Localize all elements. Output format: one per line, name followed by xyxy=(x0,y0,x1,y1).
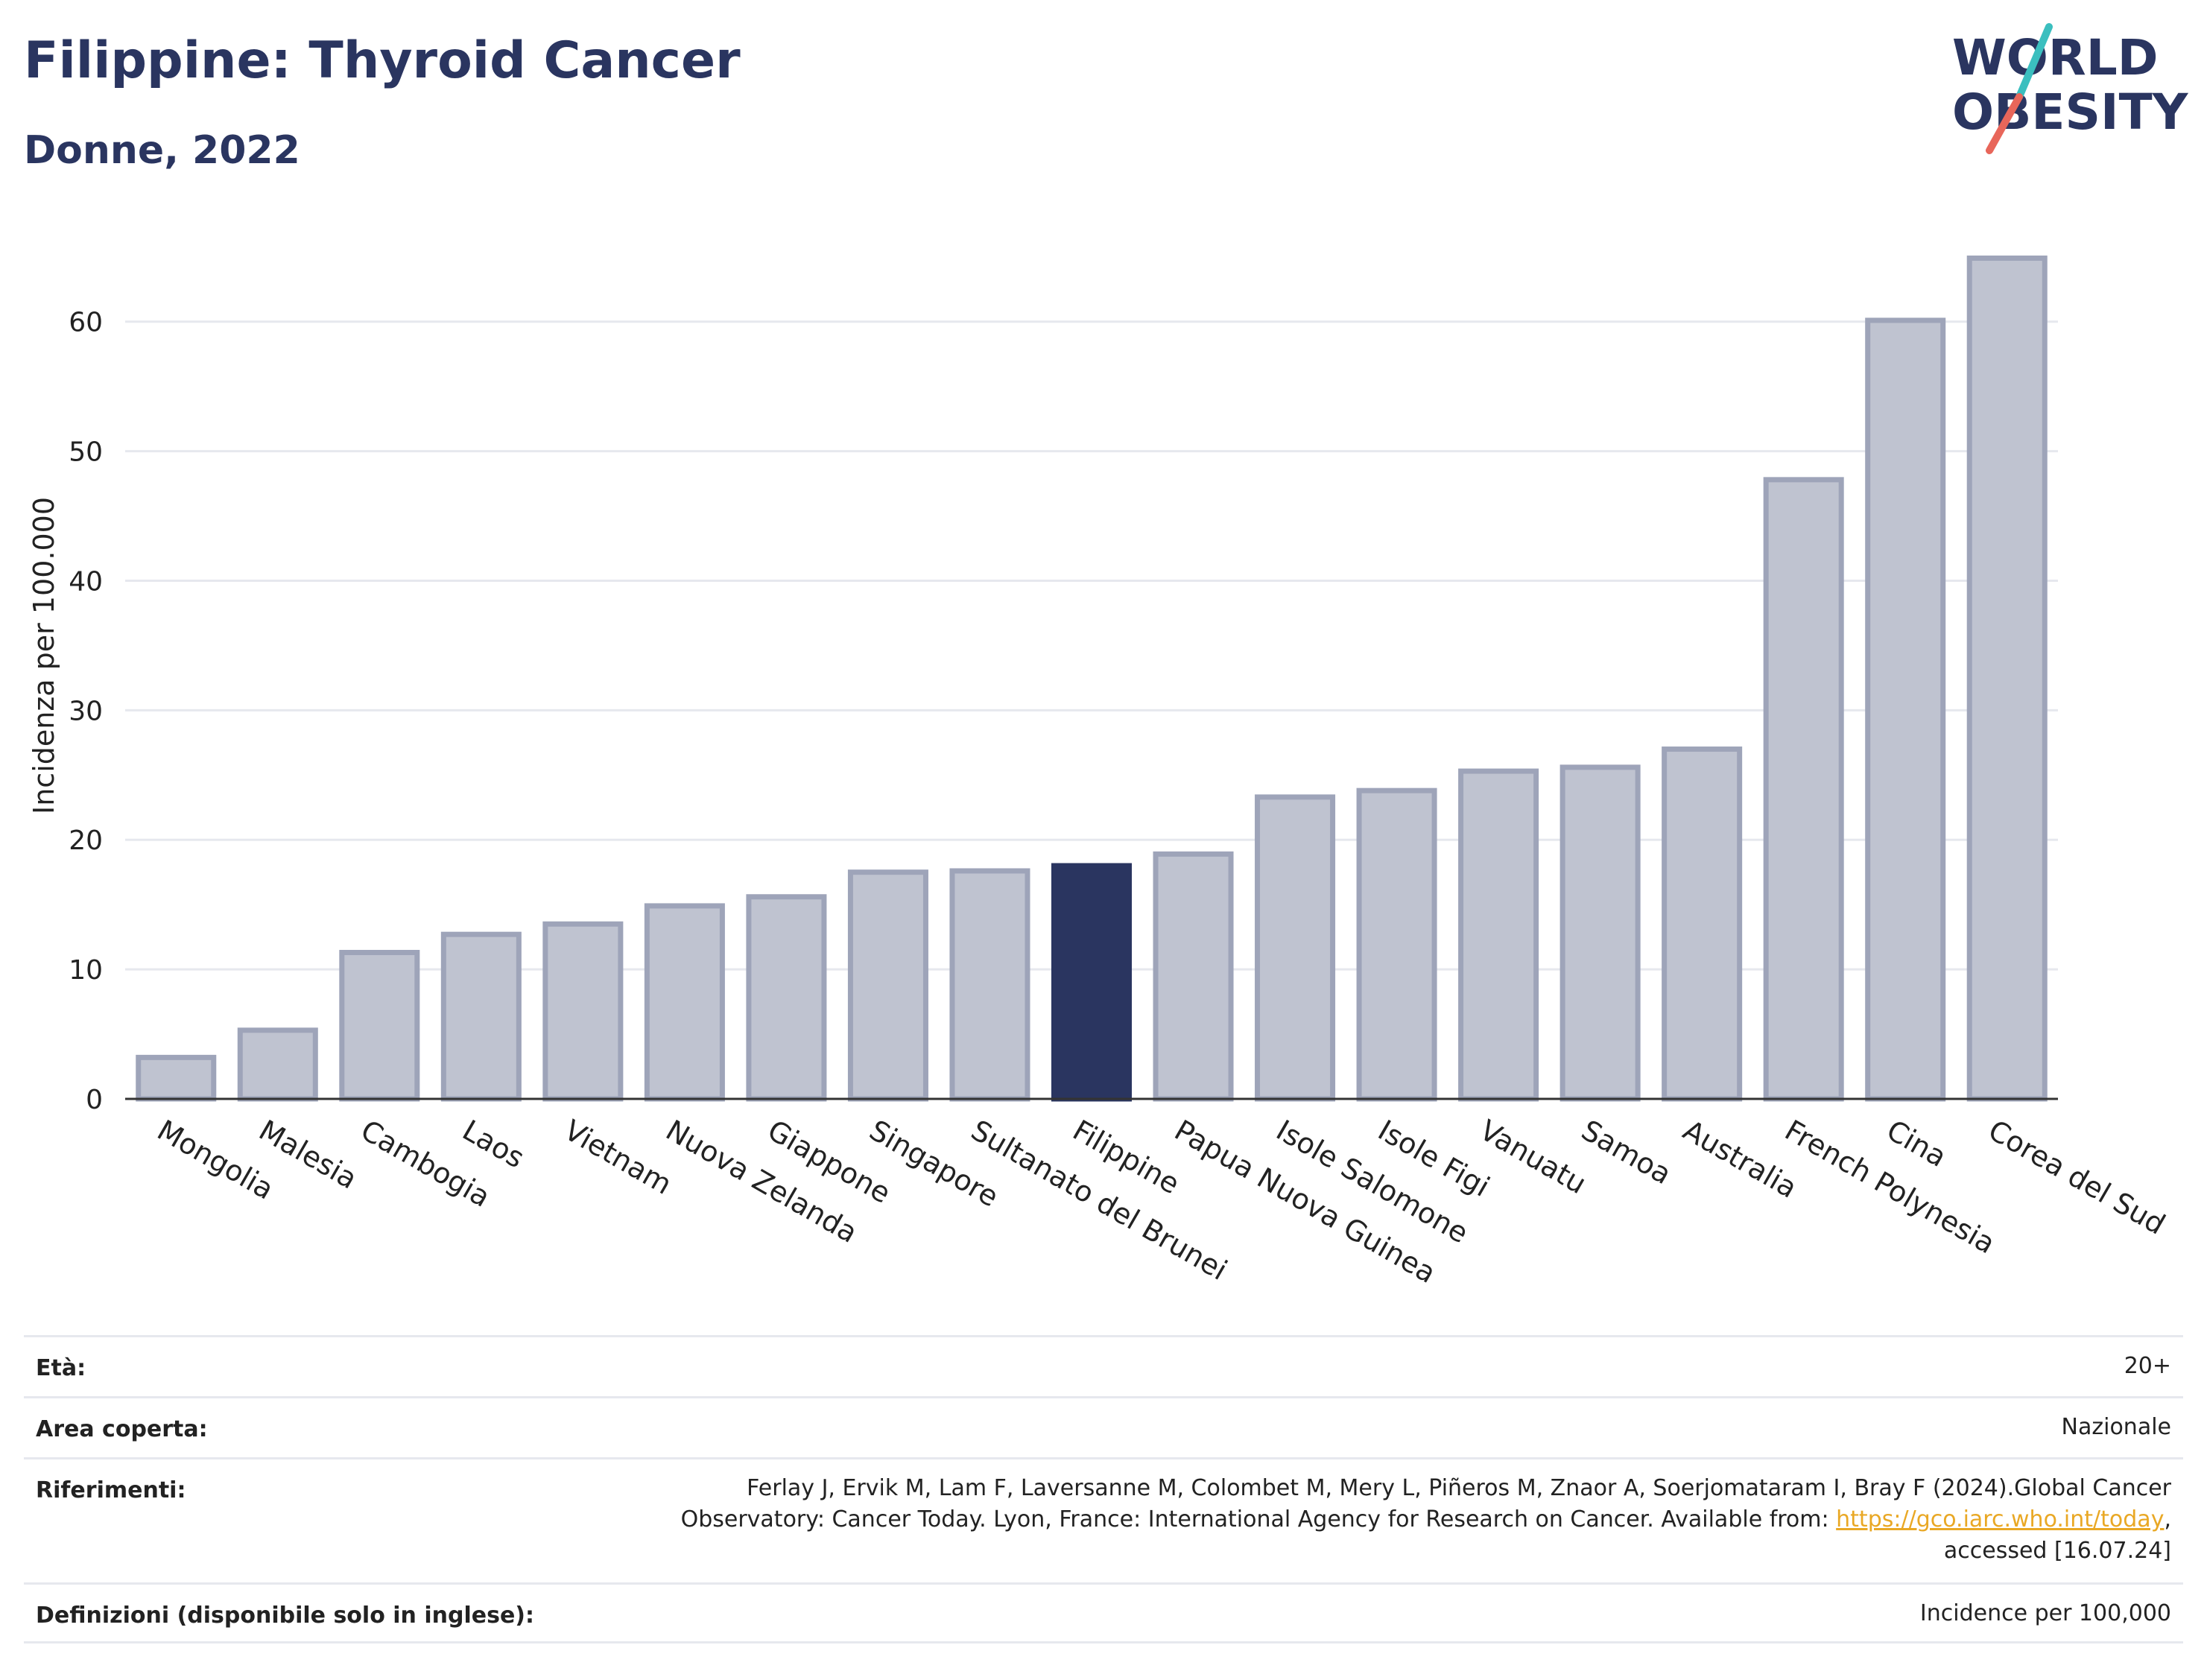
meta-age-label: Età: xyxy=(36,1355,86,1381)
bar xyxy=(1865,317,1946,1102)
bar-chart: 0102030405060MongoliaMalesiaCambogiaLaos… xyxy=(28,256,2170,1290)
bar xyxy=(1255,794,1336,1102)
meta-row-age: Età: 20+ xyxy=(24,1335,2183,1396)
logo-slash-red xyxy=(1986,93,2023,154)
bar xyxy=(949,868,1030,1102)
bar xyxy=(339,950,420,1102)
meta-ref-line2-pre: Observatory: Cancer Today. Lyon, France:… xyxy=(680,1506,1837,1532)
meta-def-value: Incidence per 100,000 xyxy=(1919,1600,2171,1626)
bar xyxy=(1356,787,1437,1102)
logo-word-world: WORLD xyxy=(1952,29,2159,86)
y-tick-label: 20 xyxy=(69,825,103,856)
bar xyxy=(847,869,928,1102)
meta-row-definitions: Definizioni (disponibile solo in inglese… xyxy=(24,1582,2183,1643)
bars xyxy=(136,256,2048,1102)
logo-word-obesity: OBESITY xyxy=(1952,83,2189,141)
page-title: Filippine: Thyroid Cancer xyxy=(24,31,741,90)
reference-link[interactable]: https://gco.iarc.who.int/today xyxy=(1836,1506,2165,1532)
meta-area-label: Area coperta: xyxy=(36,1416,208,1442)
meta-row-references: Riferimenti: Ferlay J, Ervik M, Lam F, L… xyxy=(24,1457,2183,1582)
bar xyxy=(1662,747,1743,1102)
x-tick-label: Australia xyxy=(1678,1114,1803,1205)
bar-highlight xyxy=(1051,863,1133,1102)
bar xyxy=(644,903,725,1102)
x-tick-label: Cina xyxy=(1881,1114,1952,1173)
meta-ref-line3: accessed [16.07.24] xyxy=(1943,1538,2171,1564)
meta-ref-line2-post: , xyxy=(2164,1506,2171,1532)
y-tick-label: 60 xyxy=(69,308,103,338)
axes: 0102030405060MongoliaMalesiaCambogiaLaos… xyxy=(69,308,2170,1290)
meta-ref-value: Ferlay J, Ervik M, Lam F, Laversanne M, … xyxy=(681,1473,2171,1567)
x-tick-label: Samoa xyxy=(1576,1114,1676,1191)
bar xyxy=(440,931,522,1102)
y-tick-label: 10 xyxy=(69,955,103,986)
bar xyxy=(1458,768,1539,1102)
meta-area-value: Nazionale xyxy=(2061,1414,2171,1440)
bar xyxy=(746,894,827,1102)
meta-ref-label: Riferimenti: xyxy=(36,1477,186,1503)
bar xyxy=(542,921,624,1102)
bar xyxy=(237,1027,318,1102)
y-tick-label: 50 xyxy=(69,437,103,468)
x-tick-label: Vietnam xyxy=(559,1114,677,1201)
y-tick-label: 30 xyxy=(69,696,103,726)
y-tick-label: 40 xyxy=(69,566,103,597)
x-tick-label: Mongolia xyxy=(152,1114,279,1206)
logo-slash-teal xyxy=(2015,23,2053,101)
x-tick-label: Corea del Sud xyxy=(1983,1114,2170,1241)
y-axis-label: Incidenza per 100.000 xyxy=(28,497,60,814)
page-subtitle: Donne, 2022 xyxy=(24,128,300,173)
world-obesity-logo: WORLD OBESITY xyxy=(1952,23,2189,154)
meta-ref-line1: Ferlay J, Ervik M, Lam F, Laversanne M, … xyxy=(747,1475,2171,1501)
y-tick-label: 0 xyxy=(86,1085,103,1115)
bar xyxy=(1559,764,1641,1102)
meta-row-area: Area coperta: Nazionale xyxy=(24,1396,2183,1457)
bar xyxy=(136,1054,217,1102)
bar xyxy=(1153,851,1234,1102)
meta-age-value: 20+ xyxy=(2124,1353,2171,1379)
x-tick-label: Laos xyxy=(457,1114,530,1175)
bar xyxy=(1966,256,2048,1102)
meta-def-label: Definizioni (disponibile solo in inglese… xyxy=(36,1603,534,1629)
x-tick-label: Vanuatu xyxy=(1475,1114,1592,1200)
bar xyxy=(1763,477,1844,1102)
metadata-table: Età: 20+ Area coperta: Nazionale Riferim… xyxy=(24,1335,2183,1643)
